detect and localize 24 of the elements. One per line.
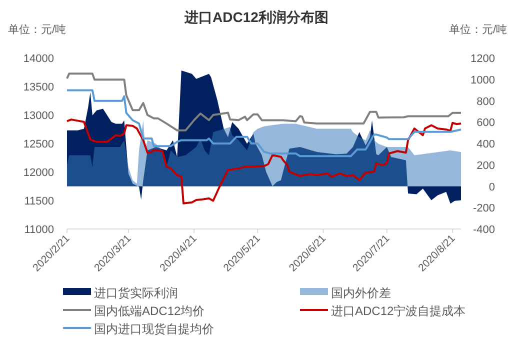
legend-label: 国内外价差 [331,286,391,300]
legend-label: 进口ADC12宁波自提成本 [331,304,466,318]
y2-tick-label: -200 [472,202,495,215]
legend-label: 国内进口现货自提均价 [94,322,214,336]
y-tick-label: 14000 [23,53,54,65]
legend-label: 进口货实际利润 [94,286,178,300]
y2-tick-label: 0 [488,181,495,194]
y-tick-label: 13500 [23,82,54,94]
y-tick-label: 11000 [24,224,54,236]
y2-tick-label: 200 [476,160,495,172]
legend-label: 国内低端ADC12均价 [94,304,205,318]
chart-title: 进口ADC12利润分布图 [184,9,328,25]
y2-tick-label: 400 [476,138,495,150]
y-tick-label: 11500 [24,196,54,208]
y2-tick-label: 800 [476,96,495,108]
y-tick-label: 12000 [23,167,54,179]
y2-tick-label: 1000 [470,74,495,86]
y2-tick-label: 1200 [470,53,495,65]
y-axis-title: 单位：元/吨 [8,23,66,36]
y2-axis-title: 单位：元/吨 [448,23,507,36]
y-tick-label: 12500 [23,138,54,150]
y2-tick-label: -400 [472,224,495,236]
y2-tick-label: 600 [476,117,495,130]
y-tick-label: 13000 [23,110,54,122]
